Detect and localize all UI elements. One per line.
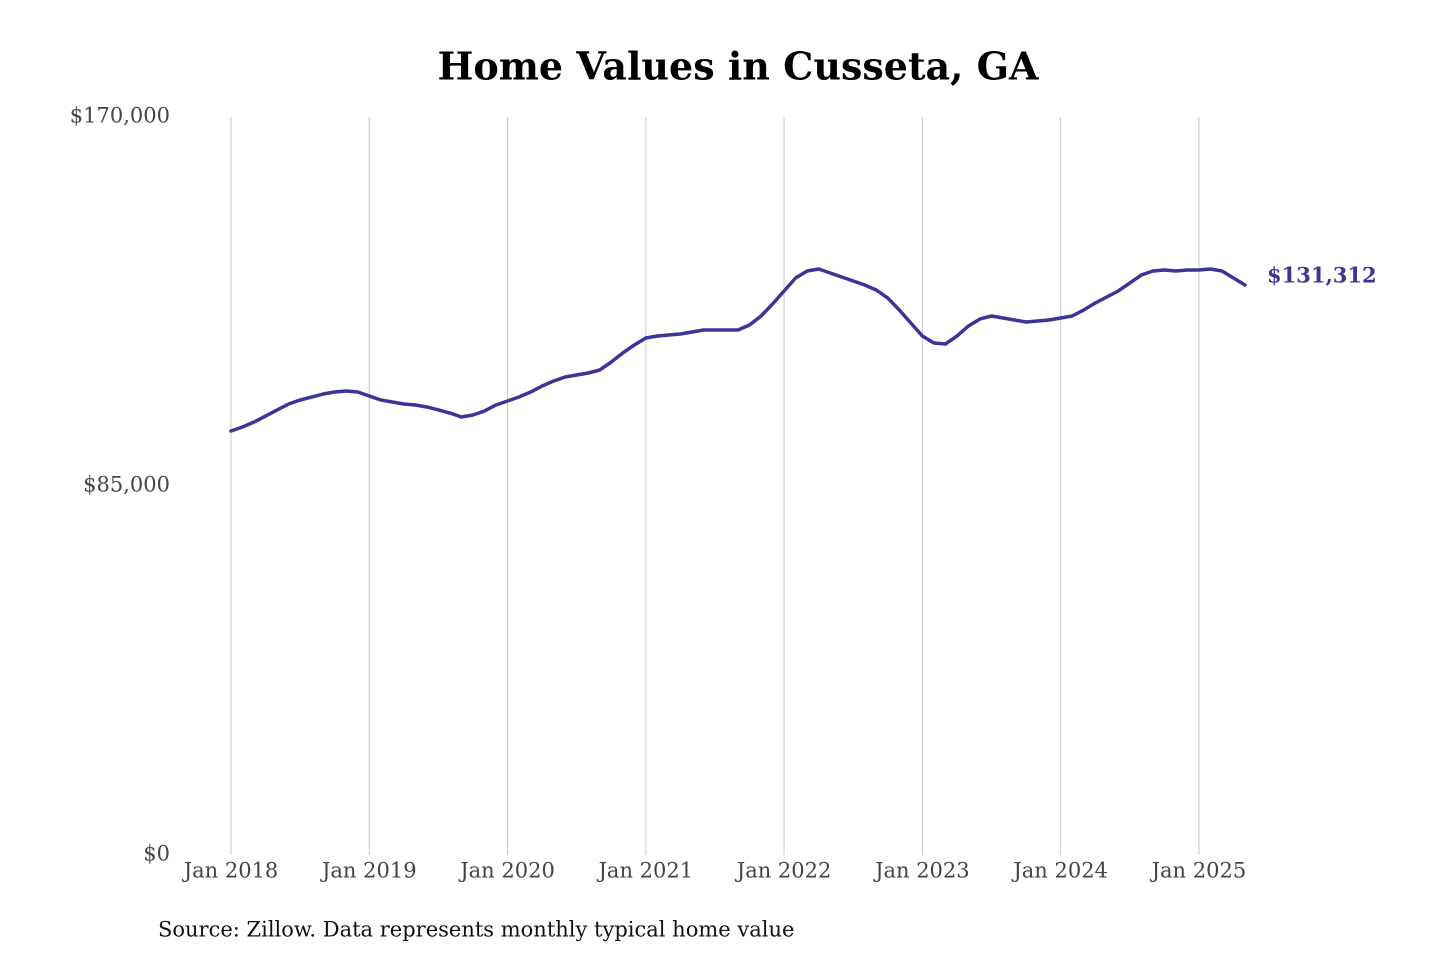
x-tick-label: Jan 2022 bbox=[735, 859, 832, 883]
x-tick-label: Jan 2025 bbox=[1150, 859, 1247, 883]
x-tick-label: Jan 2023 bbox=[873, 859, 970, 883]
chart-title: Home Values in Cusseta, GA bbox=[437, 44, 1039, 89]
y-tick-label: $85,000 bbox=[83, 473, 170, 497]
x-tick-label: Jan 2019 bbox=[320, 859, 417, 883]
y-tick-label: $170,000 bbox=[70, 104, 170, 128]
x-tick-label: Jan 2020 bbox=[458, 859, 555, 883]
line bbox=[229, 267, 1247, 433]
x-tick-label: Jan 2021 bbox=[597, 859, 694, 883]
x-tick-label: Jan 2024 bbox=[1011, 859, 1108, 883]
end-value-label: $131,312 bbox=[1267, 262, 1377, 287]
x-tick-label: Jan 2018 bbox=[182, 859, 279, 883]
source-note: Source: Zillow. Data represents monthly … bbox=[158, 918, 794, 942]
y-tick-label: $0 bbox=[143, 842, 170, 866]
